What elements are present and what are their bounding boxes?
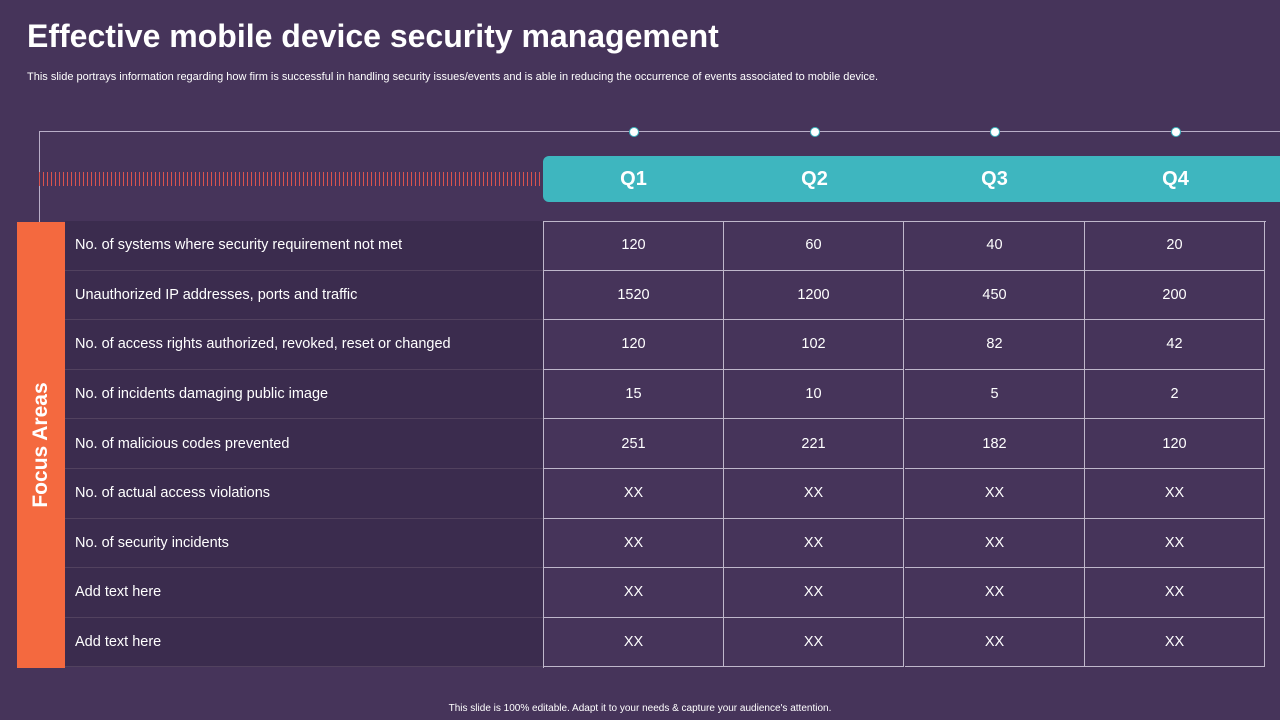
quarter-label-q2: Q2 (801, 168, 828, 190)
timeline-dot-q2 (810, 127, 820, 137)
value-cell-q1: 251 (544, 419, 724, 469)
value-cell-q3: XX (905, 568, 1085, 618)
value-cell-q1: XX (544, 518, 724, 569)
row-label-cell: Add text here (65, 568, 543, 618)
table-grid-top (543, 221, 1266, 222)
table-row: No. of incidents damaging public image 15… (65, 369, 1266, 420)
table-row: No. of systems where security requiremen… (65, 221, 1266, 271)
row-label-cell: No. of systems where security requiremen… (65, 221, 543, 271)
row-label: No. of incidents damaging public image (75, 386, 329, 403)
value-cell-q4: XX (1085, 518, 1265, 569)
page-subtitle: This slide portrays information regardin… (27, 71, 879, 83)
table-row: No. of security incidents XX XX XX XX (65, 518, 1266, 569)
table-row: No. of actual access violations XX XX XX XX (65, 469, 1266, 519)
quarter-label-q4: Q4 (1162, 168, 1189, 190)
row-label: No. of access rights authorized, revoked… (75, 336, 451, 353)
row-label: No. of security incidents (75, 534, 229, 551)
value-cell-q3: XX (905, 469, 1085, 519)
value-cell-q1: 1520 (544, 270, 724, 321)
value-cell-q2: 60 (724, 221, 904, 271)
row-label-cell: Unauthorized IP addresses, ports and tra… (65, 270, 543, 321)
footer-note: This slide is 100% editable. Adapt it to… (448, 703, 832, 714)
table-grid-left (543, 221, 544, 668)
row-label-cell: No. of security incidents (65, 518, 543, 569)
table-row: Add text here XX XX XX XX (65, 617, 1266, 668)
value-cell-q1: XX (544, 469, 724, 519)
table-row: Unauthorized IP addresses, ports and tra… (65, 270, 1266, 321)
value-cell-q3: 182 (905, 419, 1085, 469)
value-cell-q3: 450 (905, 270, 1085, 321)
table-row: No. of malicious codes prevented 251 221 18… (65, 419, 1266, 469)
value-cell-q2: 10 (724, 369, 904, 420)
row-label: Add text here (75, 634, 162, 651)
value-cell-q2: XX (724, 469, 904, 519)
timeline-dot-q3 (990, 127, 1000, 137)
row-label-cell: No. of access rights authorized, revoked… (65, 320, 543, 370)
value-cell-q3: XX (905, 617, 1085, 668)
row-label-cell: No. of incidents damaging public image (65, 369, 543, 420)
value-cell-q2: XX (724, 568, 904, 618)
timeline-dot-q4 (1171, 127, 1181, 137)
focus-areas-label: Focus Areas (29, 382, 52, 508)
row-label: Add text here (75, 584, 162, 601)
value-cell-q4: XX (1085, 568, 1265, 618)
quarter-header-bar: Q1 Q2 Q3 Q4 (543, 156, 1280, 202)
row-label: No. of actual access violations (75, 485, 271, 502)
timeline-line (39, 131, 1280, 132)
value-cell-q3: 5 (905, 369, 1085, 420)
value-cell-q1: 15 (544, 369, 724, 420)
value-cell-q4: 120 (1085, 419, 1265, 469)
decorative-hatch (39, 172, 543, 186)
value-cell-q4: 42 (1085, 320, 1265, 370)
value-cell-q1: XX (544, 617, 724, 668)
value-cell-q2: 102 (724, 320, 904, 370)
value-cell-q2: 1200 (724, 270, 904, 321)
value-cell-q4: XX (1085, 469, 1265, 519)
table-row: No. of access rights authorized, revoked… (65, 320, 1266, 370)
row-label: Unauthorized IP addresses, ports and tra… (75, 286, 358, 303)
value-cell-q4: XX (1085, 617, 1265, 668)
row-label: No. of systems where security requiremen… (75, 237, 403, 254)
value-cell-q2: 221 (724, 419, 904, 469)
value-cell-q4: 20 (1085, 221, 1265, 271)
row-label-cell: No. of malicious codes prevented (65, 419, 543, 469)
value-cell-q2: XX (724, 518, 904, 569)
value-cell-q1: 120 (544, 320, 724, 370)
value-cell-q1: 120 (544, 221, 724, 271)
value-cell-q2: XX (724, 617, 904, 668)
value-cell-q3: 40 (905, 221, 1085, 271)
page-title: Effective mobile device security managem… (27, 18, 719, 54)
value-cell-q1: XX (544, 568, 724, 618)
row-label: No. of malicious codes prevented (75, 435, 290, 452)
value-cell-q3: XX (905, 518, 1085, 569)
table-row: Add text here XX XX XX XX (65, 568, 1266, 618)
row-label-cell: No. of actual access violations (65, 469, 543, 519)
value-cell-q3: 82 (905, 320, 1085, 370)
quarter-label-q1: Q1 (620, 168, 647, 190)
timeline-dot-q1 (629, 127, 639, 137)
quarter-label-q3: Q3 (981, 168, 1008, 190)
focus-areas-column (17, 222, 65, 668)
row-label-cell: Add text here (65, 617, 543, 668)
value-cell-q4: 200 (1085, 270, 1265, 321)
value-cell-q4: 2 (1085, 369, 1265, 420)
